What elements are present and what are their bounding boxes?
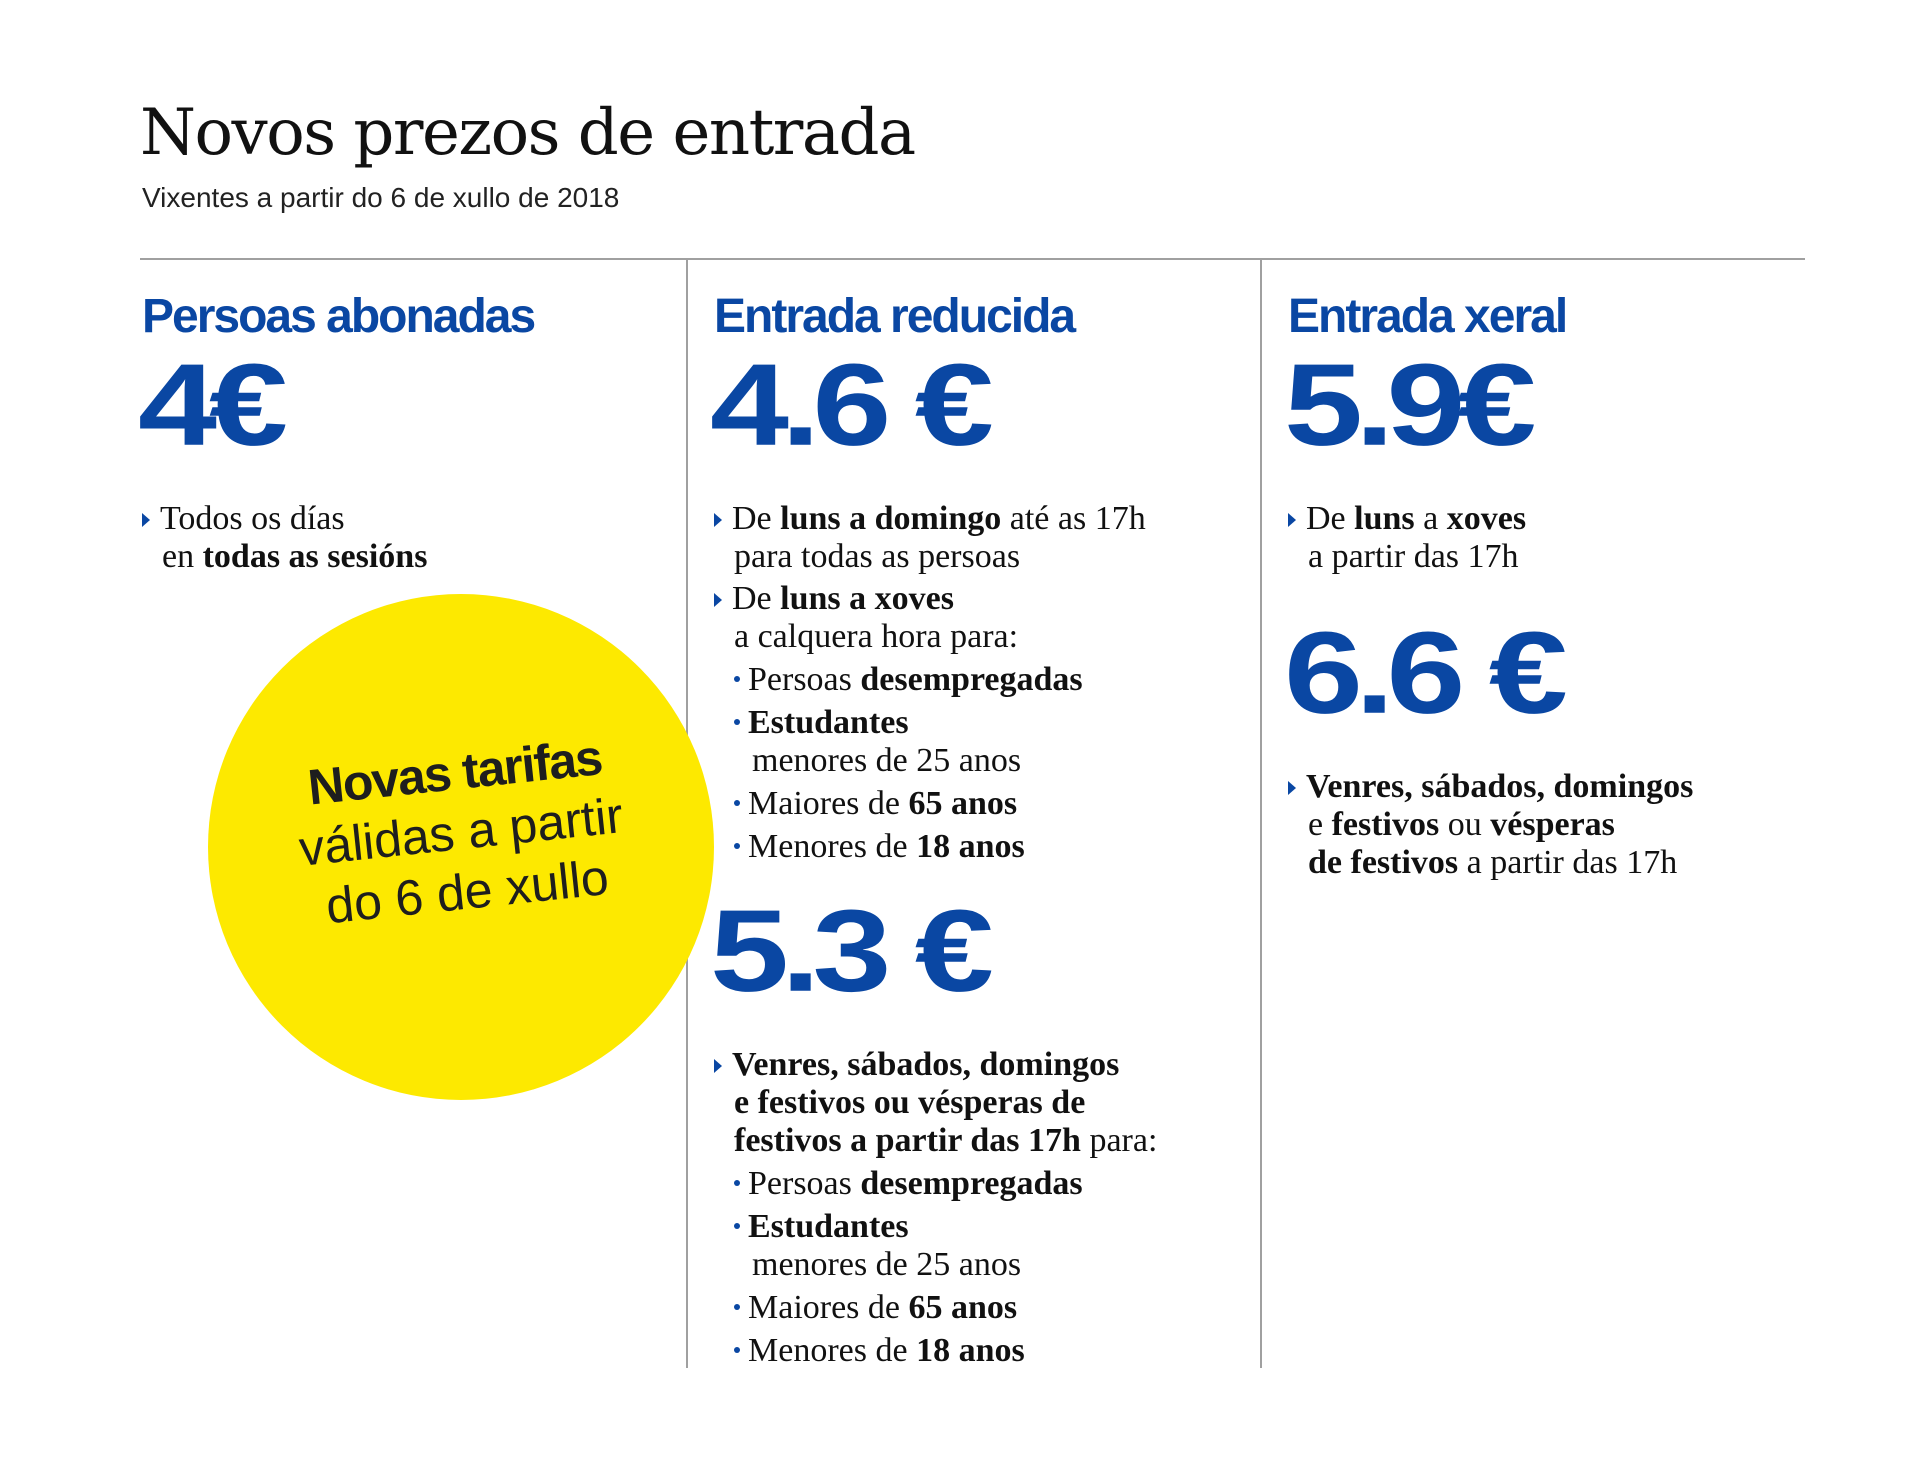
note-xeral-2: Venres, sábados, domingos e festivos ou … xyxy=(1288,768,1693,882)
note-reducida-2: De luns a xoves a calquera hora para: Pe… xyxy=(714,580,1157,866)
note-text: De xyxy=(1306,500,1355,537)
note-text: a partir das 17h xyxy=(1308,538,1519,575)
price-xeral-2: 6.6 € xyxy=(1284,607,1568,739)
note-text: para todas as persoas xyxy=(734,538,1021,575)
list-item: Menores de 18 anos xyxy=(714,828,1157,866)
triangle-bullet-icon xyxy=(714,1058,722,1073)
heading-reducida: Entrada reducida xyxy=(714,290,1076,343)
note-bold: Venres, sábados, domingos xyxy=(1306,768,1694,805)
list-item: Persoas desempregadas xyxy=(714,661,1157,699)
note-bold: festivos xyxy=(1331,806,1440,843)
heading-abonadas: Persoas abonadas xyxy=(142,290,536,343)
list-bold: 65 anos xyxy=(908,1289,1018,1326)
note-text: até as 17h xyxy=(1001,500,1146,537)
list-item: Maiores de 65 anos xyxy=(714,785,1157,823)
dot-bullet-icon xyxy=(734,1179,740,1186)
list-bold: desempregadas xyxy=(860,1165,1083,1202)
list-text: Persoas xyxy=(748,661,861,698)
list-text: Persoas xyxy=(748,1165,861,1202)
price-abonadas: 4€ xyxy=(138,339,288,471)
note-text: e xyxy=(1308,806,1332,843)
list-bold: desempregadas xyxy=(860,661,1083,698)
top-divider xyxy=(140,258,1805,260)
triangle-bullet-icon xyxy=(1288,512,1296,527)
list-text: menores de 25 anos xyxy=(752,1246,1022,1283)
list-text: Menores de xyxy=(748,1332,917,1369)
list-text: menores de 25 anos xyxy=(752,742,1022,779)
list-text: Maiores de xyxy=(748,785,909,822)
price-reducida-1: 4.6 € xyxy=(710,339,994,471)
dot-bullet-icon xyxy=(734,675,740,682)
note-bold: luns xyxy=(1354,500,1415,537)
note-reducida-3: Venres, sábados, domingos e festivos ou … xyxy=(714,1046,1157,1370)
note-text: a partir das 17h xyxy=(1458,844,1678,881)
note-text: De xyxy=(732,580,781,617)
triangle-bullet-icon xyxy=(714,512,722,527)
note-bold: luns a xoves xyxy=(780,580,954,617)
price-xeral-1: 5.9€ xyxy=(1284,339,1536,471)
page-subtitle: Vixentes a partir do 6 de xullo de 2018 xyxy=(142,182,620,213)
badge-text: Novas tarifas válidas a partir do 6 de x… xyxy=(200,716,722,948)
list-text: Maiores de xyxy=(748,1289,909,1326)
page-title: Novos prezos de entrada xyxy=(140,96,916,170)
triangle-bullet-icon xyxy=(714,592,722,607)
note-text: a calquera hora para: xyxy=(734,618,1019,655)
new-rates-badge: Novas tarifas válidas a partir do 6 de x… xyxy=(208,594,714,1100)
column-divider-2 xyxy=(1260,258,1262,1368)
dot-bullet-icon xyxy=(734,1346,740,1353)
list-bold: Estudantes xyxy=(748,704,909,741)
note-text: De xyxy=(732,500,781,537)
note-bold: festivos a partir das 17h xyxy=(734,1122,1081,1159)
list-item: Persoas desempregadas xyxy=(714,1165,1157,1203)
note-text: ou xyxy=(1439,806,1491,843)
heading-xeral: Entrada xeral xyxy=(1288,290,1568,343)
triangle-bullet-icon xyxy=(1288,780,1296,795)
note-bold: vésperas xyxy=(1490,806,1615,843)
note-abonadas: Todos os días en todas as sesións xyxy=(142,500,534,576)
dot-bullet-icon xyxy=(734,718,740,725)
list-item: Maiores de 65 anos xyxy=(714,1289,1157,1327)
dot-bullet-icon xyxy=(734,842,740,849)
list-item: Estudantes xyxy=(714,1208,1157,1246)
note-reducida-1: De luns a domingo até as 17h para todas … xyxy=(714,500,1157,576)
column-abonadas: Persoas abonadas 4€ Todos os días en tod… xyxy=(138,288,536,580)
list-bold: 18 anos xyxy=(916,828,1025,865)
note-bold: luns a domingo xyxy=(780,500,1002,537)
list-bold: Estudantes xyxy=(748,1208,909,1245)
note-text: para: xyxy=(1080,1122,1158,1159)
list-bold: 18 anos xyxy=(916,1332,1025,1369)
dot-bullet-icon xyxy=(734,1222,740,1229)
triangle-bullet-icon xyxy=(142,512,150,527)
note-bold: todas as sesións xyxy=(202,538,428,575)
dot-bullet-icon xyxy=(734,1303,740,1310)
column-reducida: Entrada reducida 4.6 € De luns a domingo… xyxy=(710,288,1157,1374)
note-bold: e festivos ou vésperas de xyxy=(734,1084,1086,1121)
column-xeral: Entrada xeral 5.9€ De luns a xoves a par… xyxy=(1284,288,1693,886)
price-reducida-2: 5.3 € xyxy=(710,885,994,1017)
list-text: Menores de xyxy=(748,828,917,865)
note-text: a xyxy=(1414,500,1447,537)
dot-bullet-icon xyxy=(734,799,740,806)
list-bold: 65 anos xyxy=(908,785,1018,822)
note-bold: de festivos xyxy=(1308,844,1459,881)
note-text: Todos os días xyxy=(160,500,345,537)
note-bold: xoves xyxy=(1446,500,1527,537)
list-item: Menores de 18 anos xyxy=(714,1332,1157,1370)
note-bold: Venres, sábados, domingos xyxy=(732,1046,1120,1083)
note-text: en xyxy=(162,538,203,575)
note-xeral-1: De luns a xoves a partir das 17h xyxy=(1288,500,1693,576)
list-item: Estudantes xyxy=(714,704,1157,742)
